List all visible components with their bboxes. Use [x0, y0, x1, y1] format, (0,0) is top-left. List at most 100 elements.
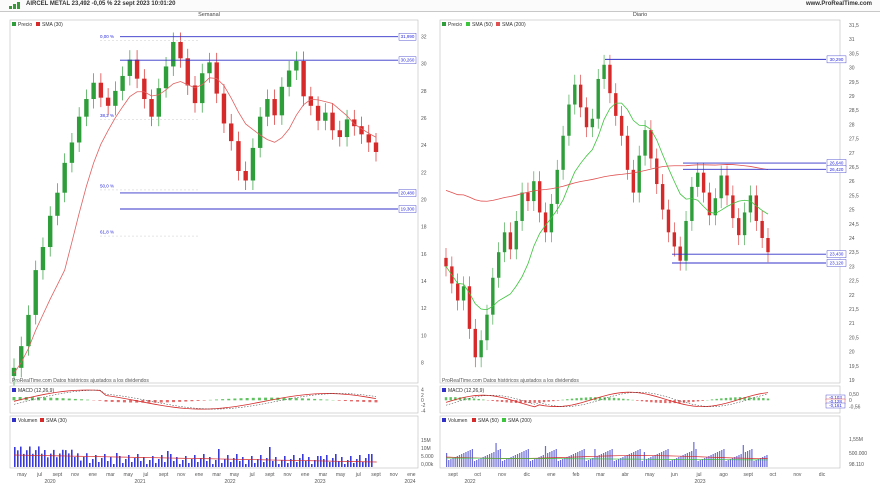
- weekly-volume-bar: [293, 455, 295, 467]
- daily-macd-tick: 0,50: [849, 392, 859, 398]
- daily-volume-bar: [624, 456, 626, 467]
- weekly-macd-bar: [159, 400, 163, 403]
- daily-candle: [701, 172, 706, 193]
- daily-macd-bar: [678, 400, 681, 403]
- weekly-volume-bar: [62, 449, 64, 467]
- daily-volume-bar: [701, 459, 704, 467]
- weekly-disclaimer: ProRealTime.com Datos históricos ajustad…: [12, 378, 149, 384]
- daily-volume-bar: [523, 451, 525, 467]
- weekly-sma-line: [13, 77, 377, 374]
- weekly-volume-bar: [182, 460, 184, 467]
- weekly-volume-bar: [308, 457, 310, 467]
- weekly-volume-bar: [353, 463, 355, 467]
- weekly-y-tick: 18: [421, 225, 427, 231]
- weekly-y-tick: 24: [421, 143, 427, 149]
- daily-volume-bar: [547, 453, 549, 467]
- weekly-volume-bar: [104, 454, 106, 467]
- daily-y-tick: 22: [849, 293, 855, 299]
- weekly-macd-bar: [294, 398, 298, 401]
- weekly-year-label: 2024: [404, 479, 415, 485]
- weekly-volume-bar: [176, 457, 178, 467]
- daily-volume-bar: [740, 454, 742, 467]
- weekly-macd-bar: [73, 398, 77, 401]
- weekly-candle: [120, 75, 125, 91]
- daily-candle: [526, 192, 530, 202]
- daily-volume-bar: [686, 453, 688, 467]
- weekly-year-label: 2023: [314, 479, 325, 485]
- daily-candle: [737, 218, 741, 236]
- daily-macd-bar: [598, 397, 602, 401]
- weekly-volume-bar: [371, 454, 373, 467]
- daily-volume-bar: [721, 450, 723, 467]
- daily-volume-bar: [645, 459, 648, 467]
- daily-candle: [696, 172, 700, 187]
- daily-volume-bar: [747, 451, 749, 467]
- weekly-volume-bar: [110, 457, 112, 467]
- daily-volume-bar: [611, 449, 613, 467]
- weekly-x-label: may: [230, 472, 240, 478]
- daily-candle: [479, 340, 483, 358]
- daily-macd-bar: [533, 400, 536, 403]
- weekly-volume-bar: [38, 446, 40, 467]
- daily-y-tick: 30,5: [849, 51, 859, 57]
- daily-candle: [584, 107, 589, 128]
- weekly-x-label: ene: [407, 472, 416, 478]
- weekly-volume-bar: [320, 456, 322, 467]
- daily-candle: [690, 186, 694, 221]
- weekly-y-tick: 32: [421, 35, 427, 41]
- daily-candle: [649, 130, 653, 159]
- daily-candle: [608, 64, 612, 94]
- daily-y-tick: 27: [849, 151, 855, 157]
- daily-candle: [467, 286, 472, 329]
- daily-macd-tick: 0: [849, 398, 852, 404]
- daily-level-label: 30,290: [830, 57, 844, 62]
- daily-candle: [766, 238, 770, 253]
- legend-price: Precio: [18, 22, 32, 28]
- weekly-volume-bar: [155, 463, 157, 467]
- daily-candle: [660, 184, 665, 210]
- daily-volume-bar: [727, 460, 729, 467]
- daily-macd-bar: [734, 397, 737, 401]
- daily-volume-bar: [766, 455, 768, 467]
- daily-macd-bar: [444, 397, 448, 401]
- daily-volume-bar: [538, 457, 540, 467]
- daily-y-tick: 19,5: [849, 364, 859, 370]
- daily-macd-tick: -0,56: [849, 405, 861, 411]
- daily-volume-bar: [708, 456, 710, 467]
- weekly-macd-swatch: [12, 388, 16, 392]
- daily-sma50-line: [445, 102, 769, 311]
- daily-volume-bar: [669, 461, 671, 467]
- daily-volume-bar: [729, 459, 731, 467]
- daily-volume-bar: [501, 461, 504, 467]
- daily-x-label: ene: [547, 472, 556, 478]
- daily-macd-bar: [575, 398, 578, 401]
- daily-y-tick: 29: [849, 94, 855, 100]
- daily-y-tick: 31: [849, 37, 855, 43]
- weekly-volume-sma-label: SMA (30): [46, 418, 67, 424]
- daily-candle: [602, 64, 606, 79]
- weekly-candle: [55, 192, 60, 216]
- weekly-macd-bar: [153, 400, 157, 403]
- weekly-volume-bar: [242, 457, 244, 467]
- daily-volume-bar: [448, 460, 450, 467]
- daily-volume-bar: [751, 449, 753, 467]
- weekly-volume-bar: [92, 459, 94, 467]
- weekly-candle: [250, 147, 256, 181]
- daily-volume-bar: [570, 455, 572, 467]
- weekly-volume-bar: [149, 460, 151, 467]
- weekly-macd-frame: [9, 385, 419, 414]
- daily-volume-bar: [714, 453, 716, 467]
- weekly-x-label: may: [17, 472, 27, 478]
- weekly-volume-bar: [254, 463, 256, 467]
- weekly-volume-tick: 5.000: [421, 454, 434, 460]
- weekly-macd-bar: [43, 397, 47, 401]
- weekly-volume-bar: [188, 463, 190, 467]
- daily-volume-bar: [473, 461, 476, 467]
- daily-volume-bar: [534, 459, 536, 467]
- daily-candle: [678, 246, 682, 261]
- daily-candle: [637, 155, 641, 193]
- daily-volume-bar: [510, 457, 512, 467]
- daily-macd-bar: [458, 397, 462, 401]
- weekly-y-tick: 26: [421, 116, 427, 122]
